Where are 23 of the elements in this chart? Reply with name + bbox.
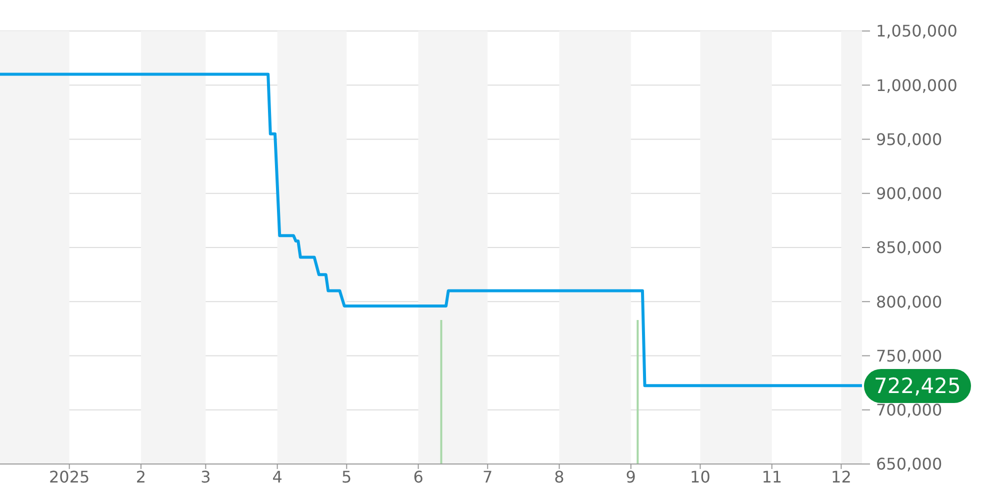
y-tick-label: 1,000,000	[876, 76, 958, 95]
x-tick-label: 3	[200, 467, 211, 486]
y-tick-label: 750,000	[876, 346, 942, 366]
x-tick-label: 12	[831, 467, 852, 486]
line-series	[0, 72, 862, 388]
y-tick-label: 700,000	[876, 400, 942, 420]
annotation: 722,425	[874, 374, 961, 398]
x-tick-label: 11	[762, 467, 782, 486]
y-tick-label: 650,000	[876, 454, 942, 474]
y-tick-label: 950,000	[876, 130, 942, 149]
y-tick-label: 800,000	[876, 292, 942, 312]
x-tick-label: 4	[272, 467, 282, 486]
x-tick-label: 9	[626, 467, 636, 486]
x-tick-label: 2	[136, 467, 146, 486]
x-tick-label: 7	[482, 467, 493, 486]
y-tick-label: 900,000	[876, 184, 942, 204]
x-tick-label: 8	[554, 467, 564, 486]
x-tick-label: 6	[413, 467, 424, 486]
x-tick-label: 2025	[48, 467, 90, 486]
y-tick-label: 850,000	[876, 238, 942, 258]
y-tick-label: 1,050,000	[876, 22, 958, 41]
x-tick-label: 10	[690, 467, 710, 486]
x-tick-label: 5	[342, 467, 352, 486]
